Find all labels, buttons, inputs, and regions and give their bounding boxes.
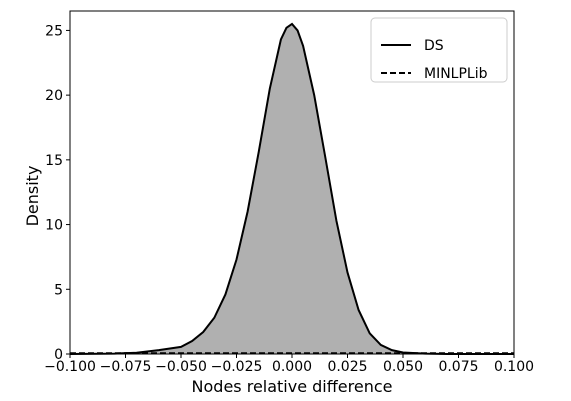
y-axis-label: Density — [23, 166, 42, 227]
y-tick-label: 10 — [45, 218, 63, 234]
plot-area — [69, 10, 515, 355]
x-tick-label: −0.100 — [44, 359, 96, 375]
x-tick-label: 0.025 — [327, 359, 367, 375]
legend-label-minlplib: MINLPLib — [424, 66, 488, 82]
x-tick-label: 0.000 — [272, 359, 312, 375]
legend: DS MINLPLib — [370, 17, 508, 83]
x-tick-label: 0.075 — [438, 359, 478, 375]
y-tick-label: 0 — [54, 347, 63, 363]
y-tick-label: 5 — [54, 282, 63, 298]
x-tick-label: −0.075 — [100, 359, 152, 375]
legend-box — [370, 17, 508, 83]
ds-density-area — [70, 23, 514, 354]
y-tick-label: 25 — [45, 23, 63, 39]
x-tick-label: −0.050 — [155, 359, 207, 375]
ds-density-line — [69, 22, 514, 355]
x-tick-label: −0.025 — [211, 359, 263, 375]
x-tick-label: 0.050 — [383, 359, 423, 375]
y-tick-label: 15 — [45, 153, 63, 169]
x-axis-label: Nodes relative difference — [192, 377, 393, 396]
x-axis-ticks: −0.100 −0.075 −0.050 −0.025 0.000 0.025 0.050 0… — [44, 354, 534, 375]
legend-label-ds: DS — [424, 38, 444, 54]
y-axis-ticks: 0 5 10 15 20 25 — [45, 23, 70, 363]
x-tick-label: 0.100 — [494, 359, 534, 375]
y-tick-label: 20 — [45, 88, 63, 104]
